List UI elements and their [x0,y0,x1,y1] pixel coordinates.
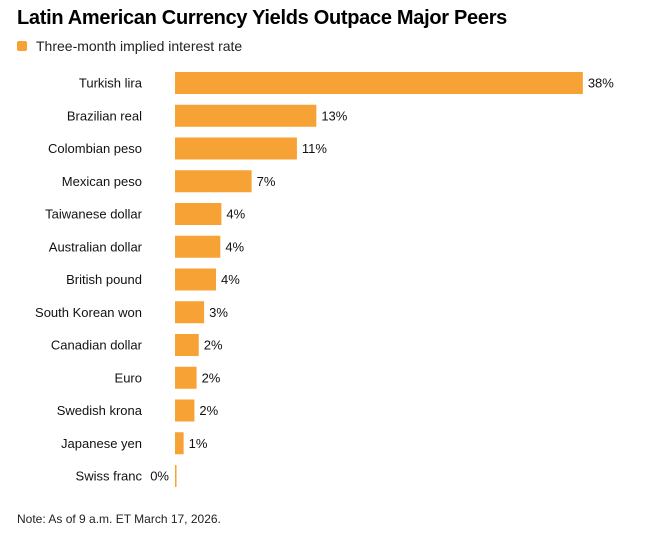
value-label-canadian-dollar: 2% [204,338,223,353]
category-label-taiwanese-dollar: Taiwanese dollar [45,207,143,222]
bar-south-korean-won [175,301,205,324]
value-label-south-korean-won: 3% [209,305,228,320]
bar-turkish-lira [175,72,583,94]
legend: Three-month implied interest rate [17,37,242,55]
value-label-japanese-yen: 1% [189,436,208,451]
category-label-canadian-dollar: Canadian dollar [51,338,143,353]
legend-label: Three-month implied interest rate [36,38,243,54]
value-label-british-pound: 4% [221,272,240,287]
footnote: Note: As of 9 a.m. ET March 17, 2026. [17,512,221,526]
value-label-euro: 2% [202,370,221,385]
category-label-mexican-peso: Mexican peso [62,174,142,189]
bar-colombian-peso [175,137,297,160]
value-label-brazilian-real: 13% [321,108,347,123]
bar-british-pound [175,268,216,291]
value-label-turkish-lira: 38% [588,76,614,91]
category-label-colombian-peso: Colombian peso [48,141,142,156]
legend-swatch [17,41,27,51]
chart-title: Latin American Currency Yields Outpace M… [17,7,508,29]
category-label-british-pound: British pound [66,272,142,287]
bar-canadian-dollar [175,334,199,356]
category-label-australian-dollar: Australian dollar [49,239,143,254]
category-label-turkish-lira: Turkish lira [79,76,143,91]
bar-mexican-peso [175,170,252,193]
value-label-swedish-krona: 2% [199,403,218,418]
bar-australian-dollar [175,235,221,258]
bar-euro [175,366,197,389]
value-label-colombian-peso: 11% [302,141,327,156]
category-label-south-korean-won: South Korean won [35,305,142,320]
value-label-swiss-franc: 0% [150,469,169,484]
value-label-taiwanese-dollar: 4% [226,207,245,222]
value-label-australian-dollar: 4% [225,239,244,254]
bar-taiwanese-dollar [175,203,222,225]
category-label-swiss-franc: Swiss franc [76,469,143,484]
value-label-mexican-peso: 7% [257,174,276,189]
category-label-euro: Euro [115,370,142,385]
category-label-brazilian-real: Brazilian real [67,108,142,123]
category-label-japanese-yen: Japanese yen [61,436,142,451]
bar-swiss-franc [175,465,177,487]
bar-japanese-yen [175,432,184,455]
bar-brazilian-real [175,104,317,127]
bar-swedish-krona [175,399,195,422]
category-label-swedish-krona: Swedish krona [57,403,143,418]
